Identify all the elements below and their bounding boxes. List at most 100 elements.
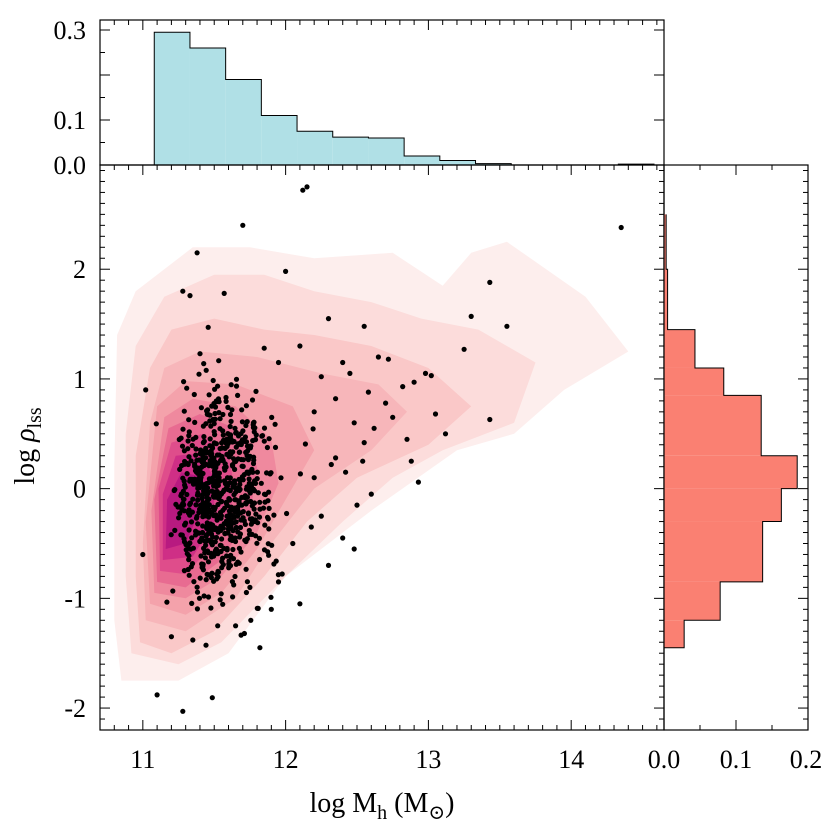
scatter-point [204, 571, 210, 577]
scatter-point [203, 421, 209, 427]
scatter-point [243, 422, 249, 429]
scatter-point [266, 489, 272, 495]
scatter-point [325, 316, 332, 322]
scatter-point [209, 454, 215, 460]
top-hist-y-tick-label: 0.3 [54, 16, 87, 45]
scatter-point [239, 407, 245, 413]
scatter-point [239, 439, 245, 445]
scatter-point [275, 572, 281, 578]
scatter-point [179, 507, 185, 513]
scatter-point [194, 250, 200, 256]
scatter-point [272, 444, 279, 450]
scatter-point [243, 449, 249, 455]
scatter-point [217, 426, 223, 432]
scatter-point [210, 377, 216, 384]
y-tick-label: 0 [73, 475, 86, 504]
right-hist-bar [664, 367, 724, 396]
scatter-point [254, 476, 260, 482]
scatter-point [232, 573, 238, 580]
scatter-point [390, 414, 396, 420]
scatter-point [207, 436, 213, 442]
scatter-point [240, 222, 246, 228]
scatter-point [340, 535, 346, 541]
scatter-point [487, 416, 493, 423]
scatter-point [182, 458, 188, 465]
scatter-point [256, 514, 263, 520]
scatter-point [461, 346, 467, 352]
scatter-point [244, 579, 250, 585]
scatter-point [190, 545, 196, 551]
scatter-point [227, 488, 233, 494]
top-histogram: 0.0 0.1 0.3 [54, 16, 665, 180]
scatter-point [297, 343, 303, 349]
scatter-point [190, 496, 196, 502]
scatter-point [225, 404, 231, 410]
scatter-point [261, 345, 267, 351]
scatter-point [385, 356, 391, 362]
scatter-point [220, 432, 226, 438]
scatter-point [227, 563, 234, 569]
right-hist-x-tick-label: 0.2 [790, 745, 823, 774]
scatter-point [209, 695, 215, 701]
scatter-point [240, 457, 246, 463]
scatter-point [318, 513, 324, 519]
scatter-point [262, 499, 268, 505]
scatter-point [186, 553, 192, 559]
scatter-point [269, 414, 275, 420]
scatter-point [206, 537, 212, 543]
scatter-point [354, 502, 360, 508]
scatter-point [194, 606, 200, 612]
scatter-point [190, 637, 196, 643]
scatter-point [383, 400, 389, 406]
scatter-point [415, 479, 421, 485]
scatter-point [227, 437, 233, 443]
scatter-point [180, 288, 186, 294]
scatter-point [184, 491, 190, 498]
right-hist-bar [664, 620, 685, 648]
scatter-point [185, 461, 191, 468]
scatter-point [302, 441, 308, 447]
scatter-point [217, 513, 223, 519]
scatter-point [227, 475, 233, 481]
x-tick-label: 12 [273, 745, 299, 774]
scatter-point [189, 535, 195, 541]
x-tick-label: 14 [558, 745, 584, 774]
right-hist-x-tick-label: 0.1 [720, 745, 753, 774]
scatter-point [247, 531, 253, 538]
scatter-point [249, 466, 255, 472]
scatter-point [196, 457, 202, 463]
scatter-point [207, 418, 213, 424]
scatter-point [220, 555, 226, 561]
scatter-point [236, 545, 242, 552]
scatter-point [204, 489, 210, 495]
scatter-point [371, 425, 377, 431]
scatter-point [238, 431, 244, 437]
scatter-point [404, 436, 410, 442]
scatter-point [208, 605, 214, 611]
scatter-point [422, 370, 429, 376]
scatter-point [261, 438, 267, 444]
scatter-point [244, 443, 251, 449]
scatter-point [170, 588, 176, 594]
scatter-point [233, 519, 239, 525]
scatter-point [411, 379, 417, 385]
scatter-point [297, 471, 303, 477]
scatter-point [202, 550, 208, 556]
scatter-point [235, 456, 241, 462]
scatter-point [238, 517, 244, 523]
scatter-point [253, 388, 259, 394]
scatter-point [198, 405, 204, 411]
scatter-point [219, 453, 225, 460]
scatter-point [254, 540, 260, 546]
scatter-point [236, 449, 242, 455]
scatter-point [290, 540, 296, 547]
scatter-point [187, 512, 193, 518]
scatter-point [248, 617, 254, 623]
scatter-point [254, 469, 260, 475]
scatter-point [228, 504, 235, 510]
scatter-point [269, 542, 275, 548]
scatter-point [185, 446, 191, 452]
scatter-point [237, 531, 243, 537]
scatter-point [249, 503, 255, 509]
scatter-point [206, 514, 212, 520]
